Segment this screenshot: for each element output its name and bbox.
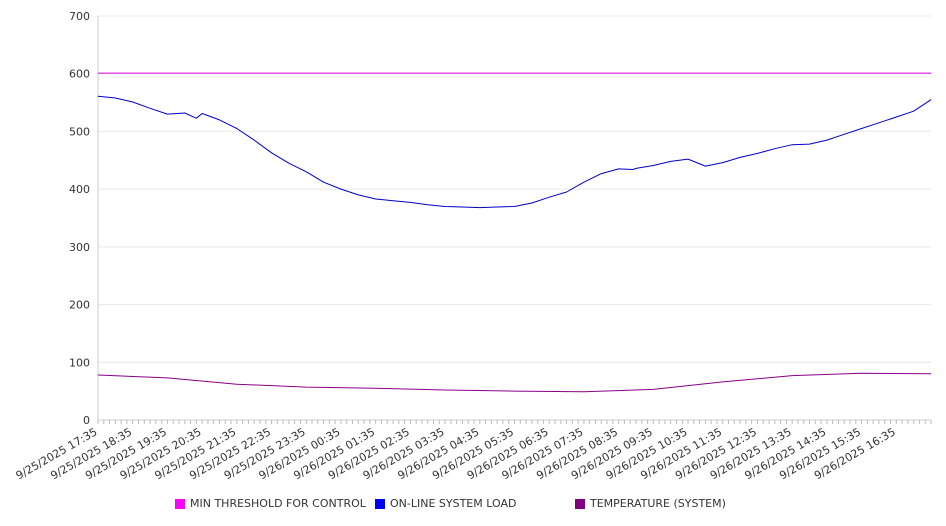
- y-tick-label: 400: [69, 183, 90, 196]
- x-axis-minor-ticks: [97, 420, 932, 424]
- legend-label-temperature: TEMPERATURE (SYSTEM): [590, 497, 726, 510]
- legend-swatch-min-threshold: [175, 498, 185, 509]
- y-tick-label: 0: [83, 414, 90, 427]
- legend-swatch-temperature: [575, 498, 585, 509]
- legend-label-system-load: ON-LINE SYSTEM LOAD: [390, 497, 517, 510]
- y-tick-label: 500: [69, 125, 90, 138]
- legend-label-min-threshold: MIN THRESHOLD FOR CONTROL: [190, 497, 366, 510]
- legend-item-min-threshold: MIN THRESHOLD FOR CONTROL: [175, 497, 366, 510]
- y-tick-label: 100: [69, 356, 90, 369]
- series-lines: [97, 72, 932, 393]
- grid-lines: [98, 15, 931, 363]
- y-tick-label: 700: [69, 10, 90, 23]
- legend: MIN THRESHOLD FOR CONTROL ON-LINE SYSTEM…: [0, 497, 946, 517]
- y-tick-label: 300: [69, 241, 90, 254]
- legend-swatch-system-load: [375, 498, 385, 509]
- line-chart: 0 100 200 300 400 500 600 700 9/25/2025 17:359/…: [14, 10, 932, 482]
- series-line-temperature: [97, 372, 932, 393]
- y-tick-label: 200: [69, 299, 90, 312]
- legend-item-temperature: TEMPERATURE (SYSTEM): [575, 497, 726, 510]
- y-axis-ticks: 0 100 200 300 400 500 600 700: [69, 10, 90, 427]
- legend-item-system-load: ON-LINE SYSTEM LOAD: [375, 497, 516, 510]
- x-axis-ticks: 9/25/2025 17:359/25/2025 18:359/25/2025 …: [14, 425, 898, 482]
- series-line-system-load: [97, 95, 932, 209]
- y-tick-label: 600: [69, 68, 90, 81]
